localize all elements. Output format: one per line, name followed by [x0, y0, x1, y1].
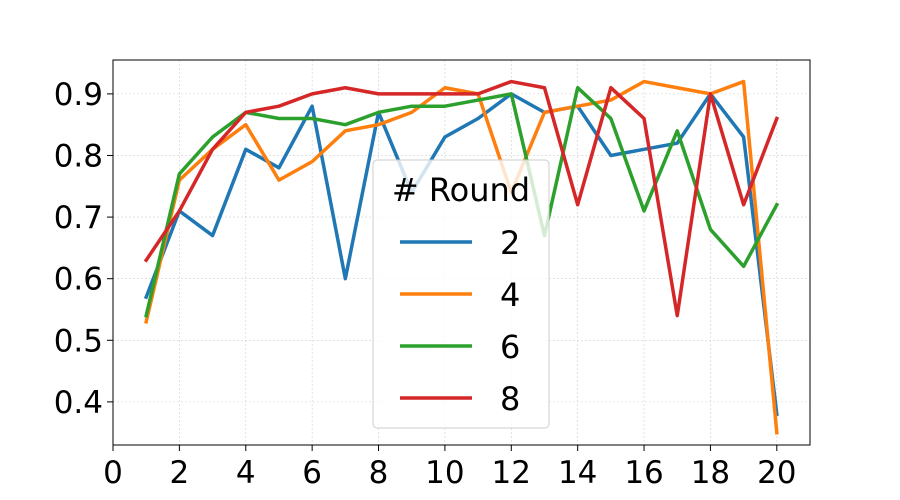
x-tick-label: 20 [757, 455, 796, 491]
series-line-6 [144, 85, 780, 318]
legend-label-8: 8 [500, 380, 520, 418]
y-tick-label: 0.4 [54, 385, 103, 421]
y-tick-label: 0.7 [54, 200, 103, 236]
series-line-4 [144, 79, 779, 435]
y-tick-label: 0.9 [54, 77, 103, 113]
legend: # Round 2 4 6 8 [372, 159, 550, 429]
x-tick-label: 8 [369, 455, 389, 491]
x-tick-label: 4 [236, 455, 256, 491]
x-tick-label: 0 [103, 455, 123, 491]
x-tick-label: 6 [302, 455, 322, 491]
series-lines [143, 79, 780, 435]
x-tick-label: 2 [170, 455, 190, 491]
x-tick-label: 16 [624, 455, 663, 491]
legend-label-2: 2 [500, 224, 520, 262]
series-line-8 [143, 79, 780, 318]
x-axis: 0 2 4 6 8 10 12 14 16 18 20 [103, 445, 797, 491]
legend-label-4: 4 [500, 276, 520, 314]
x-tick-label: 12 [492, 455, 531, 491]
y-tick-label: 0.5 [54, 323, 103, 359]
x-tick-label: 14 [558, 455, 597, 491]
y-tick-label: 0.6 [54, 262, 103, 298]
x-tick-label: 18 [691, 455, 730, 491]
x-tick-label: 10 [425, 455, 464, 491]
y-axis: 0.4 0.5 0.6 0.7 0.8 0.9 [54, 77, 113, 421]
y-tick-label: 0.8 [54, 138, 103, 174]
plot-frame [112, 59, 811, 446]
legend-label-6: 6 [500, 328, 520, 366]
legend-title: # Round [392, 171, 530, 209]
